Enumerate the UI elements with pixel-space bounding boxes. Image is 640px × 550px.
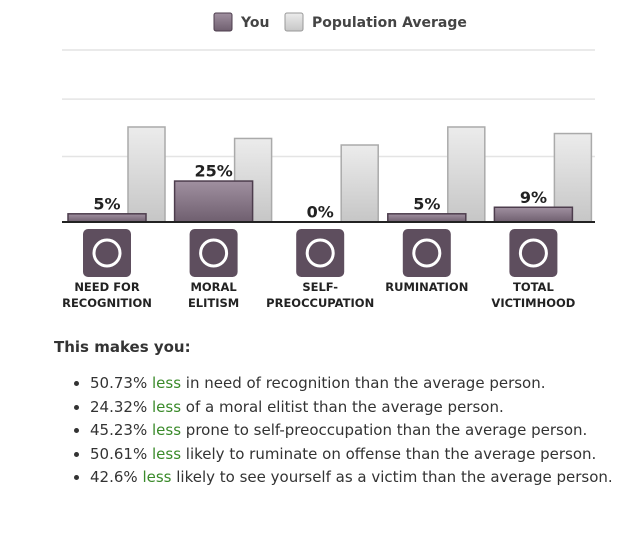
icon-glyph <box>305 238 335 268</box>
bar <box>67 213 147 223</box>
item-emph: less <box>142 468 172 486</box>
icon-glyph <box>92 238 122 268</box>
bar <box>387 213 467 223</box>
icon <box>509 229 558 277</box>
category-label: NEED FOR RECOGNITION <box>62 280 152 310</box>
summary-item: 45.23% less prone to self-preoccupation … <box>90 419 634 443</box>
item-rest: prone to self-preoccupation than the ave… <box>185 421 588 439</box>
category-label: SELF- PREOCCUPATION <box>266 280 375 310</box>
item-rest: of a moral elitist than the average pers… <box>185 397 504 416</box>
value-label: 9% <box>520 188 547 207</box>
icon <box>189 229 238 277</box>
summary-item: 50.73% less in need of recognition than … <box>90 372 634 396</box>
summary-heading: This makes you: <box>54 338 191 356</box>
item-rest: in need of recognition than the average … <box>185 374 546 392</box>
icon <box>296 229 345 277</box>
category-label: TOTAL VICTIMHOOD <box>491 280 576 310</box>
icon <box>402 229 451 277</box>
item-rest: likely to ruminate on offense than the a… <box>185 444 597 463</box>
icon-glyph <box>518 238 548 268</box>
item-lead: 24.32% <box>90 397 148 416</box>
chart: You Population Average 5% 25% 0% 5% 9% <box>62 12 595 277</box>
legend-swatch <box>213 12 233 32</box>
icon-glyph <box>412 238 442 268</box>
item-emph: less <box>151 374 182 392</box>
category-label: RUMINATION <box>385 280 469 294</box>
summary-item: 24.32% less of a moral elitist than the … <box>90 396 634 420</box>
item-emph: less <box>151 444 182 463</box>
summary-item: 50.61% less likely to ruminate on offens… <box>90 443 634 467</box>
item-lead: 50.73% <box>90 374 148 392</box>
summary-item: 42.6% less likely to see yourself as a v… <box>90 466 634 490</box>
legend-label: You <box>240 15 269 31</box>
item-lead: 45.23% <box>90 421 148 439</box>
summary: This makes you: 50.73% less in need of r… <box>54 338 634 490</box>
value-label: 25% <box>194 162 232 181</box>
value-label: 5% <box>93 194 120 213</box>
bar <box>447 126 486 223</box>
summary-list: 50.73% less in need of recognition than … <box>54 372 634 490</box>
legend-label: Population Average <box>312 15 467 31</box>
icon-glyph <box>199 238 229 268</box>
item-lead: 50.61% <box>90 444 148 463</box>
value-label: 5% <box>413 194 440 213</box>
item-lead: 42.6% <box>90 468 138 486</box>
bar <box>173 180 254 223</box>
bar <box>340 144 379 223</box>
item-emph: less <box>151 421 182 439</box>
category-label: MORAL ELITISM <box>187 280 240 310</box>
bar <box>127 126 166 223</box>
legend-swatch <box>284 12 304 32</box>
bar <box>493 206 574 223</box>
item-emph: less <box>151 397 182 416</box>
value-label: 0% <box>307 203 334 222</box>
item-rest: likely to see yourself as a victim than … <box>176 468 613 486</box>
icon <box>83 229 131 277</box>
